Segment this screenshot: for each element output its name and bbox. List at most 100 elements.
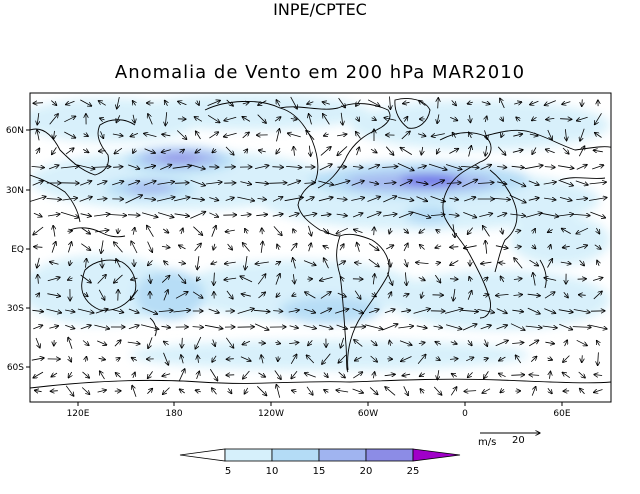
wind-vector-arrow-icon: [93, 167, 111, 168]
wind-vector-arrow-icon: [53, 225, 55, 237]
wind-vector-arrow-icon: [401, 356, 412, 362]
wind-vector-arrow-icon: [47, 277, 60, 282]
wind-vector-arrow-icon: [417, 134, 426, 137]
wind-vector-arrow-icon: [483, 226, 490, 237]
wind-vector-arrow-icon: [144, 148, 156, 153]
wind-vector-arrow-icon: [398, 197, 414, 201]
wind-vector-arrow-icon: [418, 342, 425, 343]
wind-vector-arrow-icon: [116, 358, 120, 361]
wind-vector-arrow-icon: [399, 180, 412, 187]
wind-vector-arrow-icon: [69, 355, 72, 362]
wind-vector-arrow-icon: [274, 370, 281, 380]
wind-vector-arrow-icon: [530, 100, 539, 105]
lon-tick-label: 180: [165, 409, 182, 419]
wind-vector-arrow-icon: [50, 262, 59, 265]
wind-vector-arrow-icon: [350, 327, 365, 328]
wind-vector-arrow-icon: [368, 165, 379, 170]
wind-vector-arrow-icon: [157, 182, 175, 185]
wind-vector-arrow-icon: [324, 372, 328, 378]
wind-vector-arrow-icon: [131, 241, 138, 254]
wind-vector-arrow-icon: [389, 258, 390, 267]
wind-vector-arrow-icon: [46, 199, 62, 200]
wind-vector-arrow-icon: [306, 386, 313, 395]
wind-vector-arrow-icon: [588, 198, 607, 201]
wind-vector-arrow-icon: [386, 245, 394, 250]
wind-vector-arrow-icon: [305, 292, 316, 299]
wind-vector-arrow-icon: [306, 355, 315, 364]
wind-vector-arrow-icon: [65, 148, 74, 155]
wind-vector-arrow-icon: [79, 197, 93, 202]
wind-vector-arrow-icon: [320, 308, 331, 314]
wind-vector-arrow-icon: [228, 388, 231, 393]
wind-vector-arrow-icon: [178, 101, 187, 104]
wind-vector-arrow-icon: [37, 130, 39, 141]
colorbar-level-label: 10: [266, 466, 279, 477]
wind-vector-arrow-icon: [597, 340, 600, 346]
wind-vector-arrow-icon: [544, 292, 555, 299]
wind-vector-arrow-icon: [366, 212, 381, 219]
wind-vector-arrow-icon: [405, 259, 408, 267]
wind-vector-arrow-icon: [352, 167, 363, 168]
wind-vector-arrow-icon: [147, 388, 152, 394]
wind-vector-arrow-icon: [466, 357, 474, 361]
wind-vector-arrow-icon: [133, 114, 135, 123]
colorbar-level-label: 15: [313, 466, 326, 477]
colorbar-cell: [271, 448, 320, 462]
wind-vector-arrow-icon: [49, 114, 59, 125]
wind-vector-arrow-icon: [532, 245, 536, 249]
wind-vector-arrow-icon: [245, 228, 248, 234]
wind-vector-arrow-icon: [470, 115, 471, 123]
wind-vector-arrow-icon: [421, 146, 422, 155]
wind-vector-arrow-icon: [576, 339, 588, 345]
wind-vector-arrow-icon: [532, 117, 537, 120]
wind-vector-arrow-icon: [97, 199, 107, 200]
wind-vector-arrow-icon: [384, 183, 396, 184]
wind-vector-arrow-icon: [130, 289, 139, 300]
wind-vector-arrow-icon: [340, 337, 343, 348]
wind-vector-arrow-icon: [514, 247, 522, 248]
wind-vector-arrow-icon: [416, 262, 429, 263]
wind-vector-arrow-icon: [469, 277, 471, 282]
wind-vector-arrow-icon: [309, 114, 312, 125]
wind-vector-arrow-icon: [512, 150, 523, 153]
wind-vector-arrow-icon: [240, 214, 251, 215]
wind-vector-arrow-icon: [237, 309, 255, 314]
colorbar-level-label: 20: [360, 466, 373, 477]
wind-vector-arrow-icon: [181, 355, 183, 364]
wind-vector-arrow-icon: [190, 179, 206, 185]
wind-vector-arrow-icon: [544, 308, 555, 314]
wind-vector-arrow-icon: [36, 148, 39, 155]
colorbar-cell: [179, 448, 226, 462]
wind-vector-arrow-icon: [273, 311, 283, 312]
wind-vector-arrow-icon: [272, 214, 283, 216]
wind-vector-arrow-icon: [226, 290, 233, 299]
wind-vector-arrow-icon: [513, 295, 523, 296]
wind-vector-arrow-icon: [430, 214, 445, 215]
map-subtitle: Anomalia de Vento em 200 hPa MAR2010: [114, 62, 526, 83]
wind-vector-arrow-icon: [590, 211, 605, 218]
wind-vector-arrow-icon: [255, 165, 269, 169]
wind-vector-arrow-icon: [320, 147, 331, 156]
wind-vector-arrow-icon: [368, 243, 379, 251]
wind-vector-arrow-icon: [273, 226, 282, 235]
wind-vector-arrow-icon: [352, 308, 364, 314]
wind-vector-arrow-icon: [242, 117, 251, 122]
wind-vector-arrow-icon: [160, 165, 172, 170]
wind-vector-arrow-icon: [464, 197, 476, 202]
wind-vector-arrow-icon: [480, 165, 492, 170]
colorbar-level-label: 25: [407, 466, 420, 477]
wind-vector-arrow-icon: [288, 310, 300, 312]
wind-vector-arrow-icon: [594, 390, 603, 393]
wind-vector-arrow-icon: [480, 325, 492, 330]
wind-vector-arrow-icon: [530, 356, 537, 362]
wind-vector-arrow-icon: [304, 183, 315, 184]
wind-vector-arrow-icon: [209, 212, 218, 217]
wind-vector-arrow-icon: [66, 100, 75, 104]
wind-vector-arrow-icon: [541, 212, 558, 216]
wind-vector-arrow-icon: [598, 352, 599, 365]
wind-vector-arrow-icon: [147, 225, 154, 237]
wind-vector-arrow-icon: [435, 263, 441, 264]
wind-vector-arrow-icon: [464, 391, 477, 392]
wind-vector-arrow-icon: [450, 387, 457, 396]
wind-vector-arrow-icon: [549, 245, 550, 250]
